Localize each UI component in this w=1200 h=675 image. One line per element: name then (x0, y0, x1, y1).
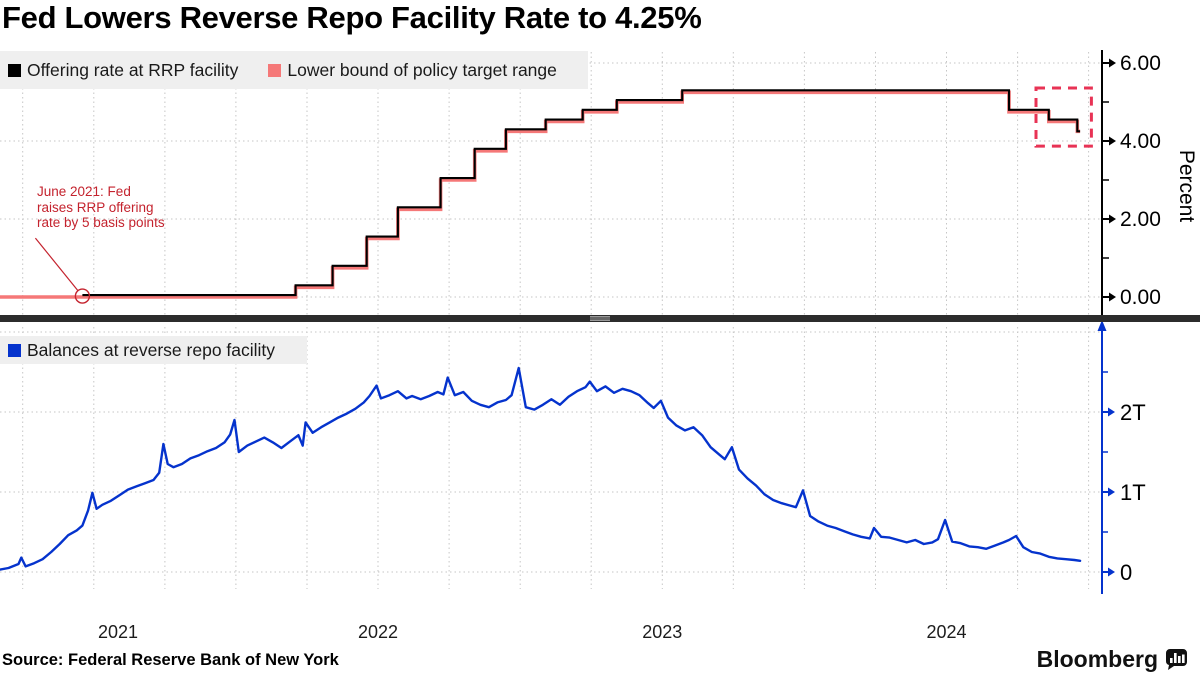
balances-label: Balances at reverse repo facility (27, 339, 276, 360)
year-label: 2024 (926, 622, 966, 642)
rates-tick-label: 4.00 (1120, 130, 1161, 153)
bloomberg-logo: Bloomberg (1037, 646, 1188, 673)
year-label: 2023 (642, 622, 682, 642)
balances-swatch (8, 343, 21, 357)
offering-rate-swatch (8, 63, 21, 77)
source-text: Source: Federal Reserve Bank of New York (2, 651, 339, 669)
tick-arrow (1108, 567, 1115, 577)
annotation-circle (74, 288, 91, 304)
balances-tick-label: 2T (1120, 400, 1146, 425)
tick-arrow (1109, 292, 1116, 302)
annotation-leader-line (34, 237, 79, 291)
panel-divider (0, 315, 1200, 322)
legend-item-lower-bound: Lower bound of policy target range (268, 59, 557, 81)
divider-drag-handle[interactable] (590, 316, 610, 321)
year-label: 2022 (358, 622, 398, 642)
lower-bound-label: Lower bound of policy target range (287, 59, 557, 80)
annotation-june-2021-text: June 2021: Fed raises RRP offering rate … (37, 184, 165, 230)
bloomberg-wordmark: Bloomberg (1036, 646, 1158, 672)
page-title: Fed Lowers Reverse Repo Facility Rate to… (2, 0, 702, 35)
tick-arrow (1109, 136, 1116, 146)
rates-tick-label: 2.00 (1120, 208, 1161, 231)
tick-arrow (1109, 58, 1116, 68)
balances-tick-label: 1T (1120, 480, 1146, 505)
rates-tick-label: 6.00 (1120, 52, 1161, 75)
tick-arrow (1108, 487, 1115, 497)
lower-bound-line (0, 90, 1081, 299)
percent-axis-title: Percent (1175, 150, 1198, 223)
balances-line (0, 366, 1082, 571)
highlight-box (1034, 86, 1093, 148)
bloomberg-logo-icon (1165, 649, 1188, 670)
rates-legend: Offering rate at RRP facility Lower boun… (0, 51, 588, 89)
legend-item-balances: Balances at reverse repo facility (8, 340, 275, 361)
tick-arrow (1108, 407, 1115, 417)
offering-rate-label: Offering rate at RRP facility (27, 59, 239, 80)
balances-tick-label: 0 (1120, 560, 1132, 585)
offering-rate-line (82, 89, 1081, 297)
tick-arrow (1109, 214, 1116, 224)
rates-tick-label: 0.00 (1120, 286, 1161, 309)
balances-axis-arrow (1097, 320, 1107, 331)
lower-bound-swatch (268, 63, 282, 77)
legend-item-offering-rate: Offering rate at RRP facility (8, 60, 238, 81)
balances-legend: Balances at reverse repo facility (0, 336, 307, 364)
year-label: 2021 (98, 622, 138, 642)
